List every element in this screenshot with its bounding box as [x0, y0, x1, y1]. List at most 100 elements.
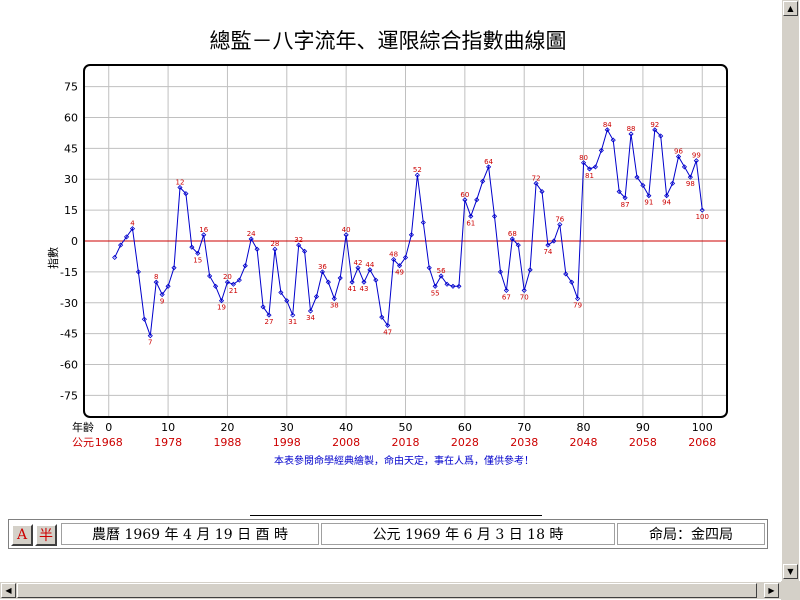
point-label: 64 [484, 158, 493, 166]
data-point [307, 308, 314, 314]
point-label: 98 [686, 180, 695, 188]
scroll-up-icon[interactable]: ▲ [783, 1, 798, 16]
data-point [699, 207, 705, 213]
year-tick-label: 1978 [154, 436, 182, 449]
data-point [313, 294, 320, 300]
point-label: 72 [532, 174, 541, 182]
year-tick-label: 2018 [392, 436, 420, 449]
data-point [272, 246, 278, 252]
data-point [420, 219, 426, 226]
point-label: 24 [247, 230, 256, 238]
plot-frame [83, 64, 728, 418]
point-label: 70 [520, 293, 529, 301]
data-point [153, 279, 159, 285]
data-point [527, 267, 533, 273]
data-point [141, 316, 147, 322]
data-point [670, 180, 676, 186]
data-point [480, 178, 486, 184]
data-point [171, 265, 177, 271]
point-label: 60 [460, 191, 469, 199]
data-point [503, 287, 509, 293]
data-point [236, 277, 242, 283]
point-label: 48 [389, 251, 398, 259]
data-point [319, 269, 325, 275]
data-point [604, 127, 610, 133]
x-axis-label-year: 公元 [72, 436, 94, 449]
data-point [521, 287, 527, 293]
data-point [575, 296, 581, 302]
data-point [195, 250, 201, 256]
data-point [302, 248, 308, 254]
data-point [408, 232, 415, 238]
data-point [284, 298, 290, 304]
point-label: 34 [306, 314, 315, 322]
y-tick-label: -60 [60, 359, 78, 372]
data-point [687, 174, 693, 180]
y-tick-label: -15 [60, 266, 78, 279]
data-point [135, 269, 141, 275]
scroll-down-icon[interactable]: ▼ [783, 564, 798, 579]
point-label: 61 [466, 219, 475, 227]
half-width-button[interactable]: 半 [35, 524, 57, 546]
data-point [230, 281, 236, 287]
data-point [664, 193, 670, 199]
data-point [189, 244, 195, 250]
point-label: 38 [330, 302, 339, 310]
data-point [652, 127, 658, 133]
data-point [533, 180, 539, 186]
data-point [118, 242, 124, 248]
series-markers [112, 127, 705, 339]
data-point [248, 236, 254, 242]
point-label: 44 [365, 261, 374, 269]
data-point [444, 281, 450, 287]
year-tick-label: 2008 [332, 436, 360, 449]
x-tick-labels: 0 10 20 30 40 50 60 70 80 90 100 [105, 421, 713, 434]
point-label: 68 [508, 230, 517, 238]
data-point [385, 322, 391, 328]
scroll-right-icon[interactable]: ▶ [764, 583, 779, 598]
y-tick-label: 0 [71, 235, 78, 248]
point-label: 80 [579, 154, 588, 162]
x-tick-label: 60 [458, 421, 472, 434]
info-bar: A 半 農曆 1969 年 4 月 19 日 酉 時 公元 1969 年 6 月… [8, 519, 768, 549]
data-point [515, 242, 521, 248]
point-labels: 4789121516192021242728313234363840414243… [130, 121, 709, 347]
horizontal-scrollbar[interactable]: ◀ ▶ [0, 581, 781, 599]
data-point [616, 189, 622, 195]
data-point [539, 189, 545, 195]
data-point [331, 296, 337, 302]
data-point [278, 289, 284, 296]
point-label: 28 [270, 240, 279, 248]
point-label: 8 [154, 273, 158, 281]
point-label: 21 [229, 287, 238, 295]
x-tick-label: 50 [399, 421, 413, 434]
point-label: 49 [395, 269, 404, 277]
data-point [438, 273, 444, 279]
y-tick-label: -45 [60, 328, 78, 341]
x-tick-label: 70 [517, 421, 531, 434]
year-tick-label: 1968 [95, 436, 123, 449]
data-point [343, 232, 349, 238]
data-point [693, 158, 699, 164]
data-point [147, 333, 153, 339]
point-label: 15 [193, 256, 202, 264]
data-point [201, 232, 207, 238]
x-tick-label: 40 [339, 421, 353, 434]
data-point [218, 298, 225, 304]
year-tick-label: 1998 [273, 436, 301, 449]
vertical-scrollbar[interactable]: ▲ ▼ [781, 0, 799, 581]
data-point [242, 263, 248, 269]
chart-title: 總監－八字流年、運限綜合指數曲線圖 [210, 29, 567, 53]
data-point [165, 283, 171, 289]
horizontal-scroll-thumb[interactable] [17, 583, 757, 598]
data-point [183, 191, 189, 197]
data-point [658, 133, 664, 139]
point-label: 81 [585, 172, 594, 180]
point-label: 32 [294, 236, 303, 244]
scroll-left-icon[interactable]: ◀ [1, 583, 16, 598]
point-label: 42 [354, 259, 363, 267]
data-point [474, 197, 480, 203]
y-tick-label: -75 [60, 389, 78, 402]
y-tick-label: 60 [64, 111, 78, 124]
font-a-button[interactable]: A [11, 524, 33, 546]
